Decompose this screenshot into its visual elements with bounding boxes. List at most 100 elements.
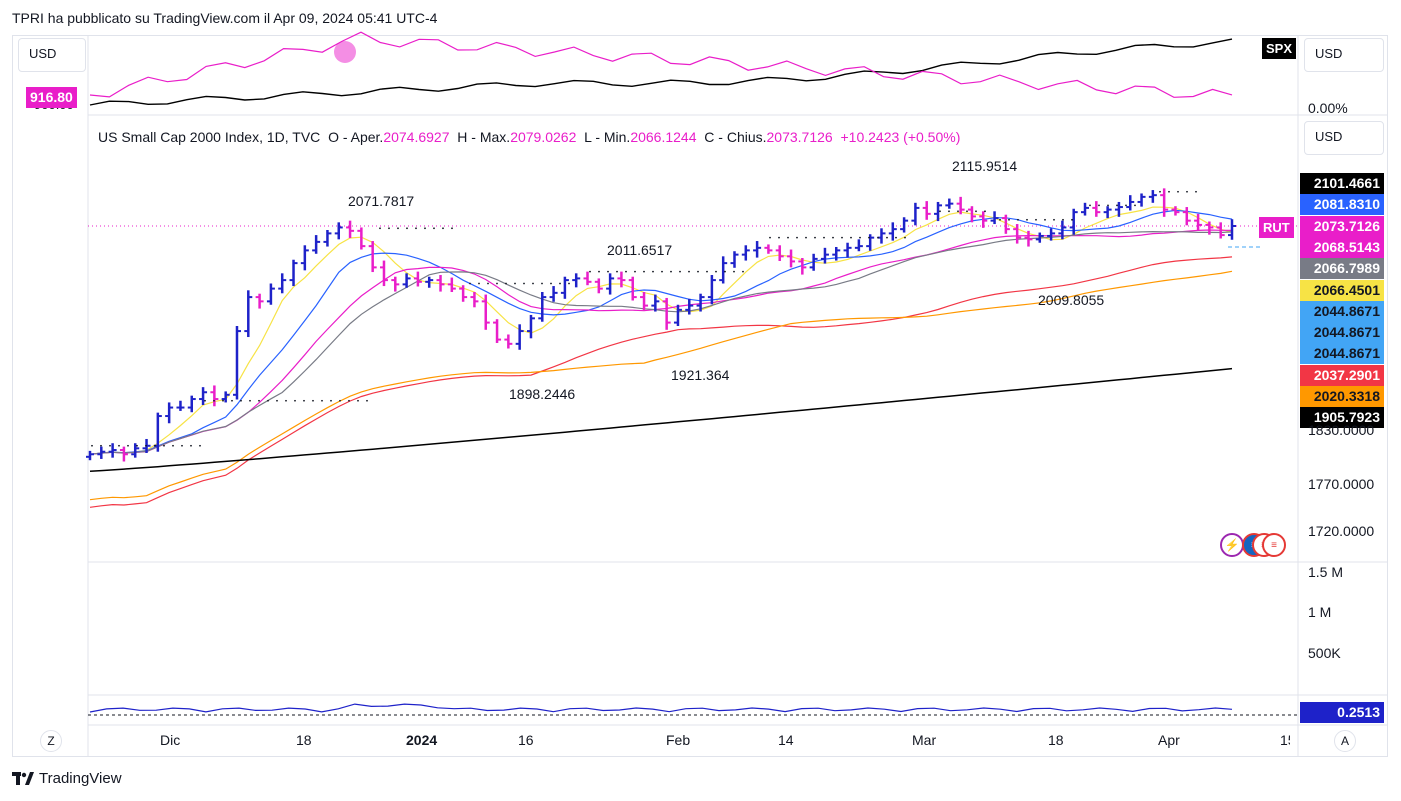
x-tick-label: 2024 [406,732,438,748]
level-dot [715,270,717,273]
level-dot [868,236,870,239]
ohlc-bar [289,259,298,287]
ohlc-bar [391,276,400,292]
level-dot [1008,218,1010,221]
ohlc-bar [368,241,377,273]
ohlc-bar [1024,230,1033,247]
level-dot [679,270,681,273]
level-dot [172,444,174,447]
event-icons[interactable]: ⚡ ≡ ≡ ≡ [1220,533,1286,557]
us-flag-icon[interactable]: ≡ [1262,533,1286,557]
ohlc-bar [493,319,502,343]
x-tick-label: Feb [666,732,691,748]
x-tick-label: 18 [1048,732,1064,748]
ohlc-bar [628,276,637,301]
ohlc-bar [346,220,355,239]
level-dot [181,444,183,447]
ohlc-bar [1182,207,1191,226]
compare-currency-button[interactable]: USD [18,38,86,72]
ohlc-bar [945,198,954,209]
ohlc-bar [1058,220,1067,240]
spx-symbol-badge: SPX [1262,38,1297,59]
ohlc-bar [854,239,863,252]
ohlc-bar [402,273,411,288]
ohlc-bar [1001,214,1010,234]
level-dot [330,399,332,402]
level-dot [1044,218,1046,221]
ohlc-bar [922,201,931,220]
lightning-icon[interactable]: ⚡ [1220,533,1244,557]
indicator-value-badge: 0.2513 [1300,702,1384,723]
volume-tick: 1.5 M [1308,564,1344,580]
ohlc-bar [696,293,705,312]
ohlc-bar [820,247,829,264]
price-badge: 2020.3318 [1300,386,1384,407]
ohlc-bar [787,249,796,268]
level-dot [1159,190,1161,193]
compare-percent-label: 0.00% [1308,100,1348,116]
ohlc-bar [685,298,694,315]
ohlc-bar [86,450,94,461]
level-dot [697,270,699,273]
level-dot [568,282,570,285]
volume-tick: 1 M [1308,604,1332,620]
brand-name: TradingView [39,770,122,787]
level-dot [904,236,906,239]
level-dot [379,227,381,230]
ohlc-bar [526,314,535,339]
auto-scale-button[interactable]: A [1334,730,1356,752]
level-dot [805,236,807,239]
compare-right-currency-button[interactable]: USD [1304,38,1384,72]
level-dot [939,210,941,213]
level-dot [1134,204,1136,207]
level-dot [249,399,251,402]
level-dot [294,399,296,402]
level-dot [966,210,968,213]
level-dot [778,236,780,239]
level-dot [769,236,771,239]
level-dot [589,270,591,273]
x-tick-label: 14 [778,732,794,748]
price-badge: 2101.4661 [1300,173,1384,194]
legend-open-value: 2074.6927 [383,129,450,145]
tradingview-brand[interactable]: TradingView [12,770,122,787]
ohlc-bar [1114,201,1123,217]
publish-header: TPRI ha pubblicato su TradingView.com il… [12,10,438,26]
legend-change-value: +10.2423 (+0.50%) [840,129,961,145]
level-dot [1098,204,1100,207]
zoom-reset-button[interactable]: Z [40,730,62,752]
level-dot [348,399,350,402]
main-currency-button[interactable]: USD [1304,121,1384,155]
ma-line [89,209,1233,455]
level-dot [706,270,708,273]
level-dot [424,227,426,230]
legend-close-label: C - Chius. [704,129,767,145]
level-dot [984,210,986,213]
level-dot [550,282,552,285]
ohlc-bar [232,325,241,400]
level-dot [598,270,600,273]
x-tick-label: 16 [518,732,534,748]
ohlc-bar [662,297,671,330]
ohlc-bar [187,395,196,413]
level-dot [231,399,233,402]
ohlc-bar [470,292,479,308]
level-dot [559,282,561,285]
ohlc-bar [888,222,897,241]
ohlc-bar [1035,232,1044,243]
high-annotation: 2115.9514 [952,158,1018,174]
legend-low-value: 2066.1244 [630,129,697,145]
low-annotation: 1898.2446 [509,386,576,402]
level-dot [823,236,825,239]
ma-line [89,270,1233,501]
level-dot [859,236,861,239]
level-dot [1035,218,1037,221]
level-dot [91,444,93,447]
level-dot [1107,204,1109,207]
level-dot [204,399,206,402]
ohlc-bar [753,241,762,258]
ohlc-bar [707,275,716,305]
ohlc-bar [1092,201,1101,217]
price-badge: 1905.7923 [1300,407,1384,429]
